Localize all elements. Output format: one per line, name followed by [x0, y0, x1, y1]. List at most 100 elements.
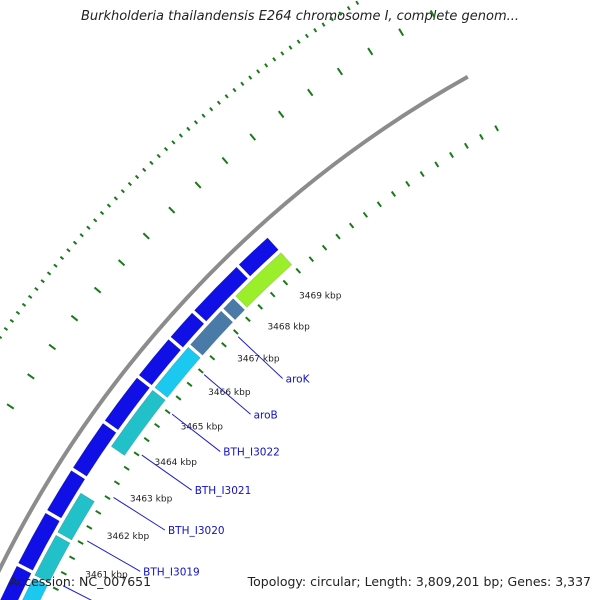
outer-dot — [256, 69, 261, 74]
scale-tick — [348, 222, 355, 229]
scale-tick — [295, 267, 302, 274]
outer-dot — [193, 120, 199, 125]
outer-dot — [288, 45, 293, 50]
outer-dot — [0, 335, 3, 340]
outer-dot — [224, 94, 229, 99]
scale-tick — [269, 291, 276, 298]
outer-dot — [86, 225, 91, 230]
outer-tick — [6, 403, 15, 410]
reverse-gene — [190, 310, 234, 356]
forward-gene — [194, 266, 249, 322]
scale-tick — [86, 524, 93, 530]
outer-tick — [194, 181, 202, 189]
scale-label: 3469 kbp — [299, 292, 342, 302]
scale-label: 3465 kbp — [181, 422, 224, 432]
scale-tick — [104, 495, 111, 500]
outer-dot — [313, 28, 318, 33]
outer-tick-dots — [0, 0, 436, 410]
outer-dot — [209, 107, 214, 112]
outer-dot — [46, 271, 52, 276]
gene-label: BTH_I3020 — [168, 525, 225, 537]
outer-dot — [329, 16, 334, 22]
scale-tick — [95, 509, 102, 515]
gene-label: BTH_I3021 — [195, 485, 252, 497]
outer-dot — [99, 210, 105, 216]
scale-label: 3464 kbp — [155, 458, 198, 468]
accession-label: Accession: NC_007651 — [9, 574, 152, 589]
scale-label: 3468 kbp — [267, 322, 310, 332]
outer-dot — [149, 160, 154, 166]
scale-tick — [113, 480, 121, 486]
outer-dot — [156, 153, 161, 159]
scale-label: 3462 kbp — [107, 532, 150, 542]
reverse-gene — [110, 389, 166, 456]
scale-tick — [308, 256, 315, 263]
forward-gene — [170, 312, 205, 348]
reverse-gene — [223, 298, 245, 321]
outer-dot — [40, 279, 45, 284]
outer-dot — [201, 113, 206, 118]
forward-gene — [47, 470, 86, 519]
scale-tick — [449, 151, 454, 159]
outer-dot — [240, 81, 245, 86]
outer-dot — [346, 5, 351, 11]
outer-dot — [79, 233, 84, 238]
outer-tick — [27, 373, 35, 380]
outer-dot — [321, 22, 326, 27]
outer-tick — [307, 88, 314, 97]
scale-tick — [282, 279, 289, 286]
reverse-gene — [154, 346, 201, 398]
scale-label: 3466 kbp — [208, 388, 251, 398]
outer-dot — [216, 100, 221, 105]
outer-dot — [338, 11, 343, 16]
gene-label: BTH_I3022 — [223, 447, 280, 459]
outer-tick — [117, 259, 126, 267]
scale-tick — [376, 201, 382, 208]
forward-gene — [238, 237, 279, 277]
outer-dot — [142, 167, 147, 173]
gene-labels: ugpCBTH_I3019BTH_I3020BTH_I3021BTH_I3022… — [62, 336, 311, 600]
gene-leader-line — [203, 374, 251, 415]
outer-dot — [171, 140, 176, 145]
map-title: Burkholderia thailandensis E264 chromoso… — [80, 9, 520, 24]
outer-dot — [232, 87, 237, 93]
scale-tick — [232, 329, 239, 335]
forward-gene — [72, 423, 117, 477]
outer-dot — [27, 294, 33, 299]
genome-stats: Topology: circular; Length: 3,809,201 bp… — [247, 574, 591, 589]
scale-tick — [164, 409, 171, 415]
outer-dot — [272, 57, 277, 62]
outer-dot — [72, 240, 78, 245]
gene-label: aroB — [254, 409, 278, 421]
outer-dot — [163, 146, 169, 152]
scale-tick — [186, 381, 193, 388]
scale-label: 3463 kbp — [130, 494, 173, 504]
scale-label: 3461 kbp — [85, 571, 128, 581]
gene-leader-line — [171, 413, 221, 452]
outer-tick — [70, 314, 79, 322]
scale-tick — [434, 161, 440, 168]
scale-tick — [321, 244, 328, 251]
outer-dot — [15, 310, 21, 315]
outer-dot — [280, 51, 285, 56]
scale-tick — [197, 368, 204, 374]
outer-dot — [59, 255, 65, 261]
outer-tick — [398, 28, 405, 37]
scale-tick — [494, 125, 499, 132]
reverse-gene — [235, 252, 293, 308]
gene-leader-line — [141, 454, 192, 491]
outer-dot — [113, 196, 118, 201]
scale-tick — [464, 142, 469, 149]
gene-label: BTH_I3019 — [143, 566, 200, 578]
outer-dot — [178, 133, 183, 138]
scale-tick — [123, 465, 130, 471]
scale-tick — [77, 540, 84, 545]
scale-tick — [362, 211, 369, 218]
forward-gene — [0, 565, 32, 600]
outer-dot — [186, 126, 191, 132]
reverse-strand-genes — [22, 252, 293, 600]
backbone-arc — [0, 75, 469, 574]
scale-tick — [245, 316, 251, 323]
outer-dot — [304, 33, 309, 39]
